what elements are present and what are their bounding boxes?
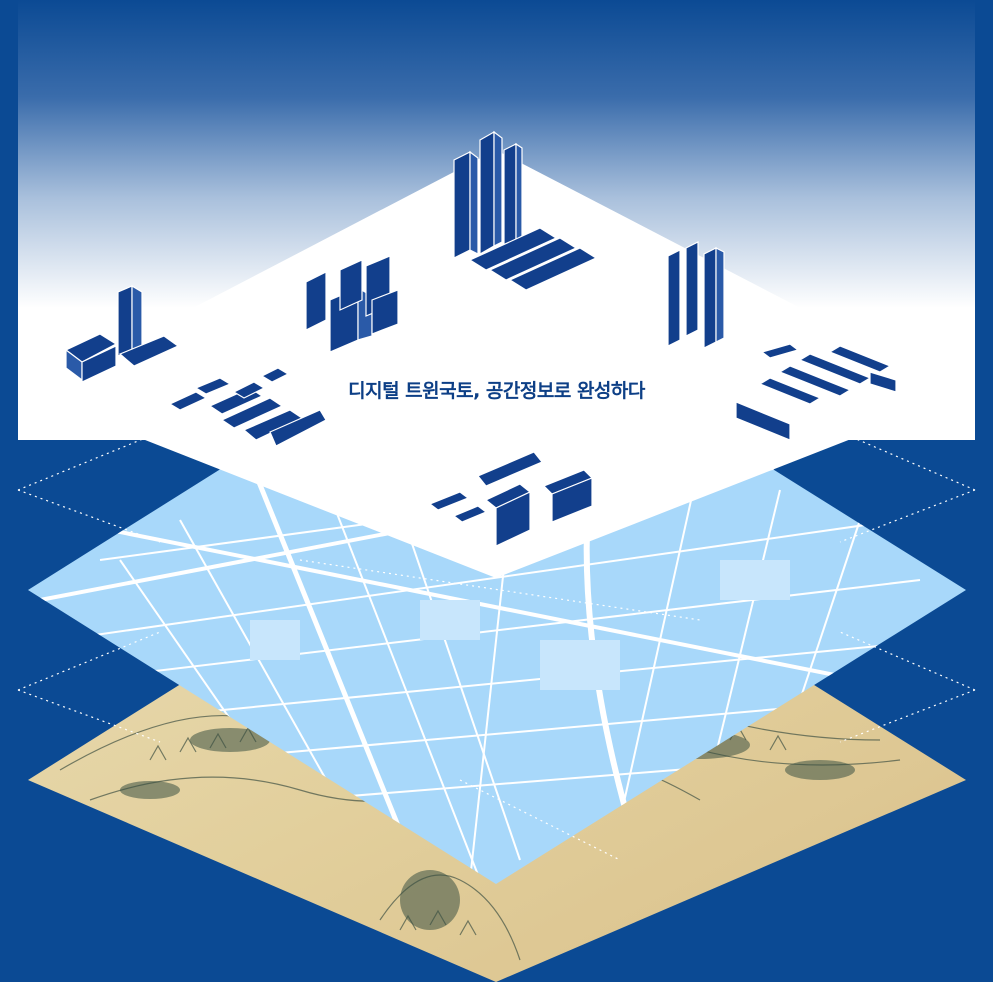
block-cluster-bottom (428, 451, 594, 547)
building-clusters (64, 130, 897, 547)
digital-twin-plane (28, 150, 966, 578)
block-cluster-upper-left (305, 255, 399, 353)
block-cluster-right (735, 343, 897, 441)
tower-cluster-center (453, 130, 598, 291)
block-cluster-left (168, 367, 327, 447)
tower-cluster-right (667, 241, 725, 349)
guide-lines (17, 431, 976, 861)
block-cluster-far-left (64, 284, 180, 383)
